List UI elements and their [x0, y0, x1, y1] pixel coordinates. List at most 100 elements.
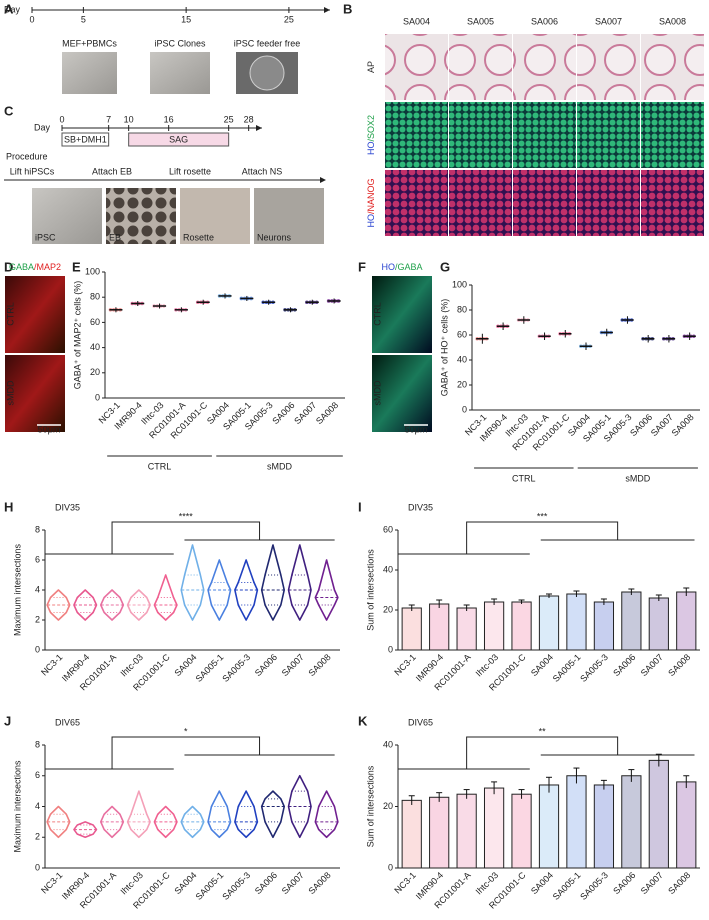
x-tick-label: SA005-1 [551, 870, 583, 902]
panel-letter: C [4, 103, 14, 118]
column-label: SA007 [595, 16, 622, 26]
photo [641, 102, 704, 168]
x-tick-label: SA006 [611, 870, 637, 896]
panel-letter: G [440, 259, 450, 274]
photo [449, 102, 512, 168]
multicolor-label: AP [366, 61, 376, 73]
y-tick-label: 0 [462, 404, 467, 414]
label-part: /GABA [395, 262, 423, 272]
violin [207, 559, 232, 621]
x-tick-label: SA008 [306, 870, 332, 896]
group-label: CTRL [148, 461, 172, 471]
treatment-box [128, 132, 230, 147]
bar [676, 591, 697, 651]
row-label: CTRL [372, 302, 382, 326]
image-caption: MEF+PBMCs [62, 38, 117, 48]
y-axis-label: GABA⁺ of MAP2⁺ cells (%) [72, 281, 82, 390]
timeline-tick-label: 16 [164, 114, 174, 124]
x-tick-label: SA006 [253, 870, 279, 896]
image-caption: iPSC Clones [154, 38, 206, 48]
row-label: sMDD [372, 380, 382, 405]
y-tick-label: 20 [383, 604, 393, 614]
x-tick-label: SA008 [306, 652, 332, 678]
bar [456, 793, 477, 869]
photo [372, 355, 432, 432]
violin [314, 790, 339, 839]
photo [513, 170, 576, 236]
bar [621, 591, 642, 651]
photo [449, 34, 512, 100]
photo [513, 34, 576, 100]
y-tick-label: 0 [95, 392, 100, 402]
procedure-label: Procedure [6, 151, 48, 161]
violin [153, 574, 178, 621]
photo-caption: Neurons [257, 232, 292, 242]
bracket [111, 736, 261, 769]
label-part: HO [366, 214, 376, 228]
panel-letter: J [4, 713, 11, 728]
column-label: SA006 [531, 16, 558, 26]
y-tick-label: 6 [35, 770, 40, 780]
bar [676, 781, 697, 869]
y-tick-label: 40 [383, 564, 393, 574]
x-tick-label: Ihtc-03 [474, 652, 501, 679]
violin [153, 805, 178, 839]
bar [483, 787, 505, 869]
y-tick-label: 6 [35, 554, 40, 564]
bar [511, 601, 532, 651]
x-tick-label: SA005-1 [551, 652, 583, 684]
x-tick-label: SA005-1 [194, 870, 226, 902]
photo [449, 170, 512, 236]
photo-caption: Rosette [183, 232, 214, 242]
bracket [111, 521, 261, 554]
x-tick-label: SA007 [639, 870, 665, 896]
violin [287, 774, 312, 839]
step-label: Lift hiPSCs [10, 166, 55, 176]
violin [180, 805, 205, 839]
x-tick-label: SA007 [280, 652, 306, 678]
y-axis-label: Sum of intersections [365, 549, 375, 631]
x-tick-label: SA004 [529, 652, 555, 678]
timeline-tick-label: 5 [81, 14, 86, 24]
violin [99, 589, 125, 621]
violin [73, 589, 98, 621]
violin [126, 589, 151, 621]
y-tick-label: 0 [388, 862, 393, 872]
x-tick-label: SA008 [314, 400, 340, 426]
x-tick-label: SA004 [172, 652, 198, 678]
y-axis-label: Maximum intersections [12, 543, 22, 636]
violin [207, 790, 232, 839]
bar [401, 799, 422, 869]
photo [5, 276, 65, 353]
violin [46, 805, 71, 839]
bar [593, 784, 615, 869]
treatment-box [61, 132, 110, 147]
violin [180, 544, 205, 621]
photo [5, 355, 65, 432]
bar [429, 796, 450, 869]
photo-caption: EB [109, 232, 121, 242]
panel-letter: H [4, 499, 13, 514]
x-tick-label: SA006 [253, 652, 279, 678]
y-axis-label: Sum of intersections [365, 765, 375, 847]
label-part: HO [381, 262, 395, 272]
bar [511, 793, 532, 869]
photo [385, 34, 448, 100]
photo [372, 276, 432, 353]
photo [32, 188, 102, 244]
violin [46, 589, 71, 621]
x-tick-label: SA006 [270, 400, 296, 426]
chart-title: DIV35 [408, 502, 433, 512]
bar [483, 601, 505, 651]
photo [254, 188, 324, 244]
row-label: sMDD [5, 380, 15, 405]
x-tick-label: Ihtc-03 [474, 870, 501, 897]
bar [648, 759, 669, 869]
y-tick-label: 4 [35, 801, 40, 811]
x-tick-label: SA005-3 [578, 870, 610, 902]
violin [260, 544, 286, 621]
label-part: AP [366, 61, 376, 73]
y-tick-label: 20 [90, 367, 100, 377]
multicolor-label: HO/NANOG [366, 178, 376, 227]
